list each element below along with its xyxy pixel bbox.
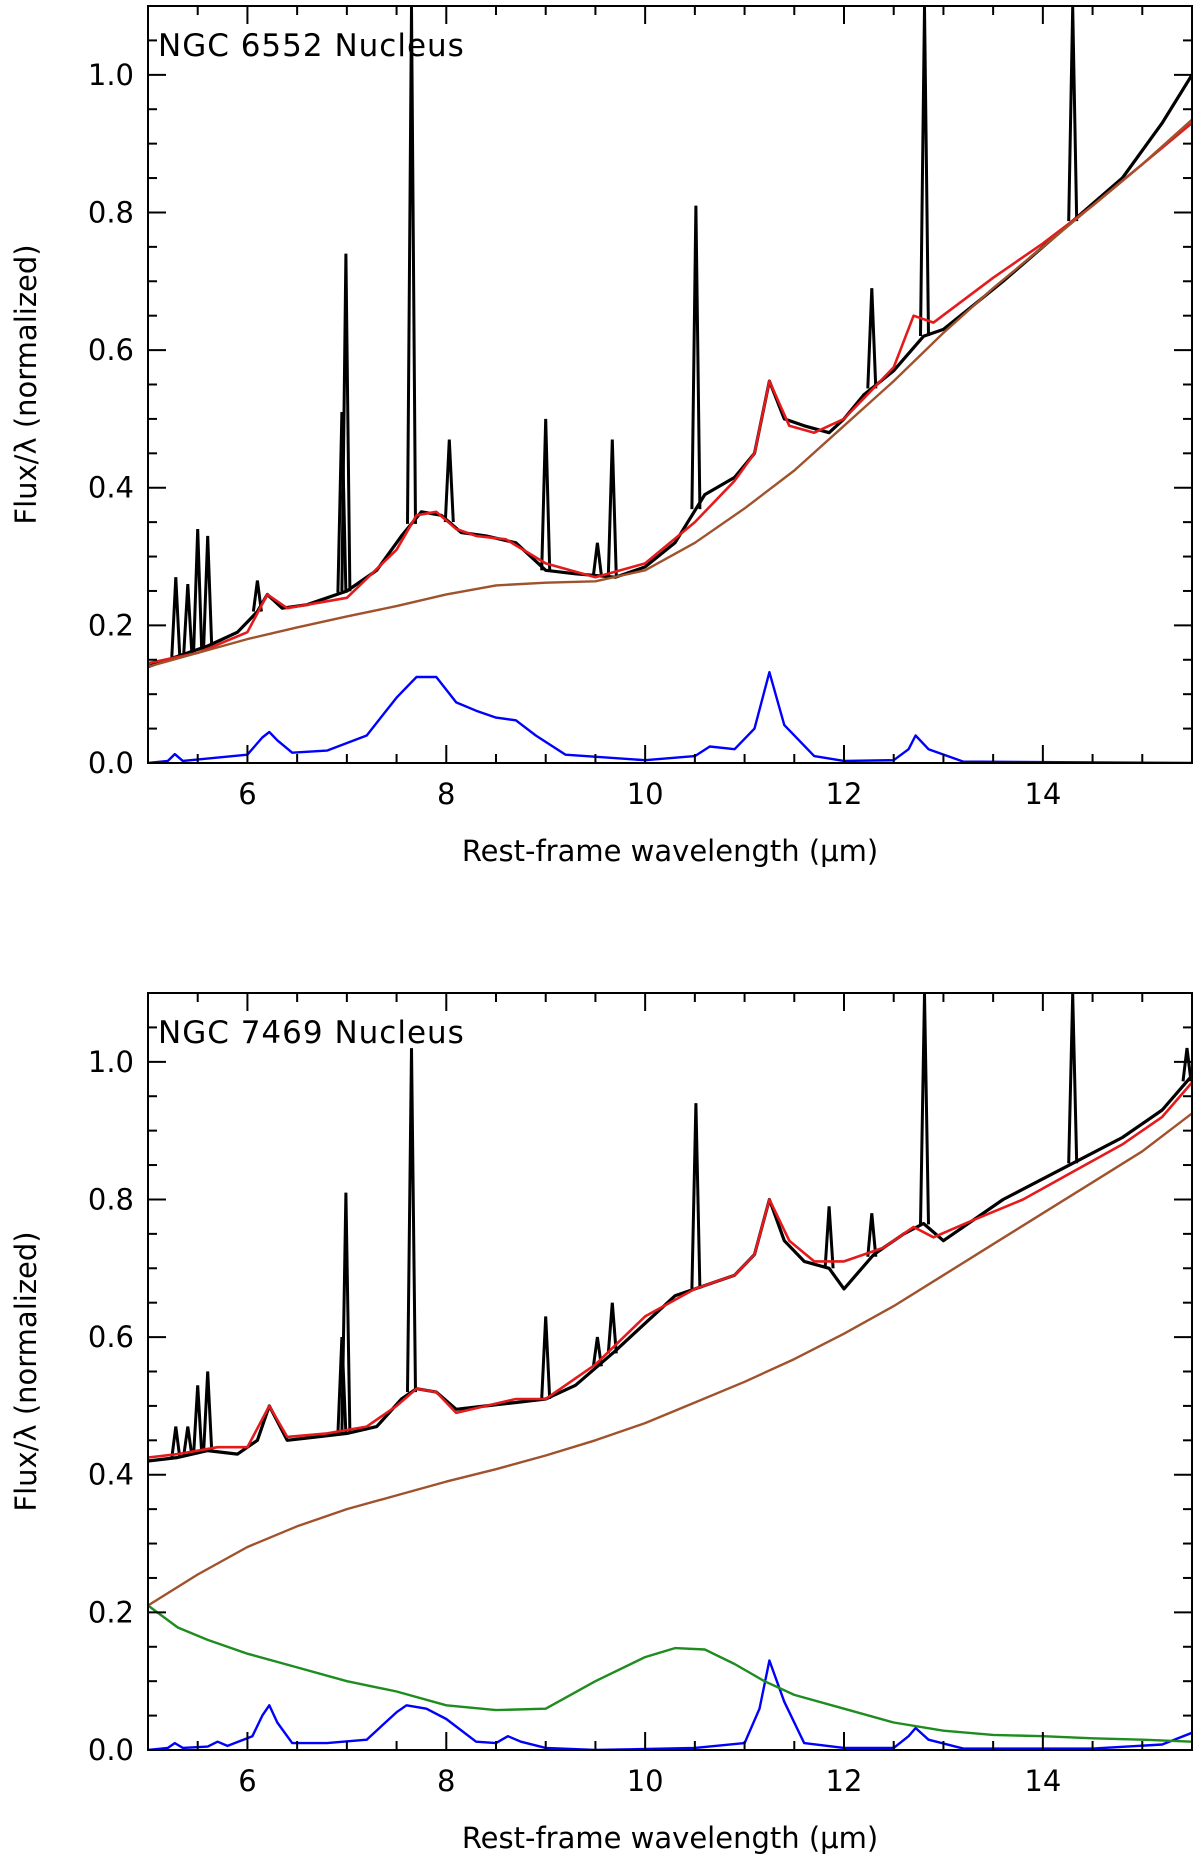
x-tick-label: 10 [627,777,664,811]
emission-line [336,1337,348,1435]
emission-line [182,1426,194,1456]
model-fit-line [148,1081,1192,1459]
emission-line [1181,1047,1192,1082]
pah-features-line [148,671,1192,763]
emission-line [591,1336,603,1367]
emission-line [170,1426,182,1458]
emission-line [690,205,702,510]
y-tick-label: 1.0 [88,58,134,92]
y-axis-label: Flux/λ (normalized) [9,244,43,524]
emission-line [540,418,552,571]
emission-line [202,535,214,647]
emission-line [340,1192,352,1434]
panel-title: NGC 7469 Nucleus [158,1015,465,1051]
model-fit-line [148,122,1192,665]
x-tick-label: 6 [238,777,256,811]
emission-line [406,6,417,524]
x-tick-label: 14 [1024,1764,1061,1798]
y-axis-label: Flux/λ (normalized) [9,1231,43,1511]
emission-line [182,584,194,653]
emission-line [251,580,263,612]
y-tick-label: 0.6 [88,333,134,367]
x-axis-label: Rest-frame wavelength (μm) [462,1821,878,1855]
x-tick-label: 6 [238,1764,256,1798]
emission-line [192,528,204,650]
y-tick-label: 0.8 [88,1182,134,1216]
y-tick-label: 1.0 [88,1045,134,1079]
emission-line [1067,6,1079,222]
emission-line [690,1103,702,1289]
x-tick-label: 8 [437,777,455,811]
emission-line [340,253,352,592]
plot-area [148,6,1192,763]
y-tick-label: 0.2 [88,608,134,642]
silicate-dust-component-line [148,1604,1192,1743]
emission-line [919,993,930,1225]
x-axis-label: Rest-frame wavelength (μm) [462,834,878,868]
panel-title: NGC 6552 Nucleus [158,28,465,64]
observed-spectrum-line [148,73,1192,669]
panel-ngc-7469: 6 8 10 12 14 0.0 0.2 0.4 0.6 0.8 1.0 Rest-frame wav… [9,992,1193,1855]
plot-area [148,993,1192,1750]
y-tick-label: 0.4 [88,1458,134,1492]
plot-frame [147,5,1193,764]
emission-line [606,439,618,577]
x-tick-label: 10 [627,1764,664,1798]
emission-line [866,288,878,389]
emission-line [170,577,182,658]
y-tick-label: 0.4 [88,471,134,505]
emission-line [202,1371,214,1451]
x-tick-label: 14 [1024,777,1061,811]
x-tick-label: 12 [826,777,863,811]
stellar-continuum-line [148,118,1192,668]
y-tick-label: 0.6 [88,1320,134,1354]
plot-frame [147,992,1193,1751]
y-tick-label: 0.8 [88,195,134,229]
emission-line [406,1048,417,1393]
emission-line [866,1213,878,1257]
emission-line [1067,993,1079,1164]
panel-ngc-6552: 6 8 10 12 14 0.0 0.2 0.4 0.6 0.8 1.0 Rest-frame wav… [9,5,1193,868]
emission-line [823,1206,835,1269]
emission-line [336,411,348,593]
emission-line [443,439,455,523]
y-tick-label: 0.0 [88,1733,134,1767]
y-tick-label: 0.2 [88,1595,134,1629]
emission-line [919,6,930,337]
emission-line [606,1302,618,1354]
x-tick-label: 12 [826,1764,863,1798]
emission-line [540,1316,552,1400]
stellar-continuum-line [148,1112,1192,1607]
x-tick-label: 8 [437,1764,455,1798]
observed-spectrum-line [148,1074,1192,1463]
emission-line [591,542,603,576]
y-tick-label: 0.0 [88,746,134,780]
emission-line [192,1385,204,1453]
